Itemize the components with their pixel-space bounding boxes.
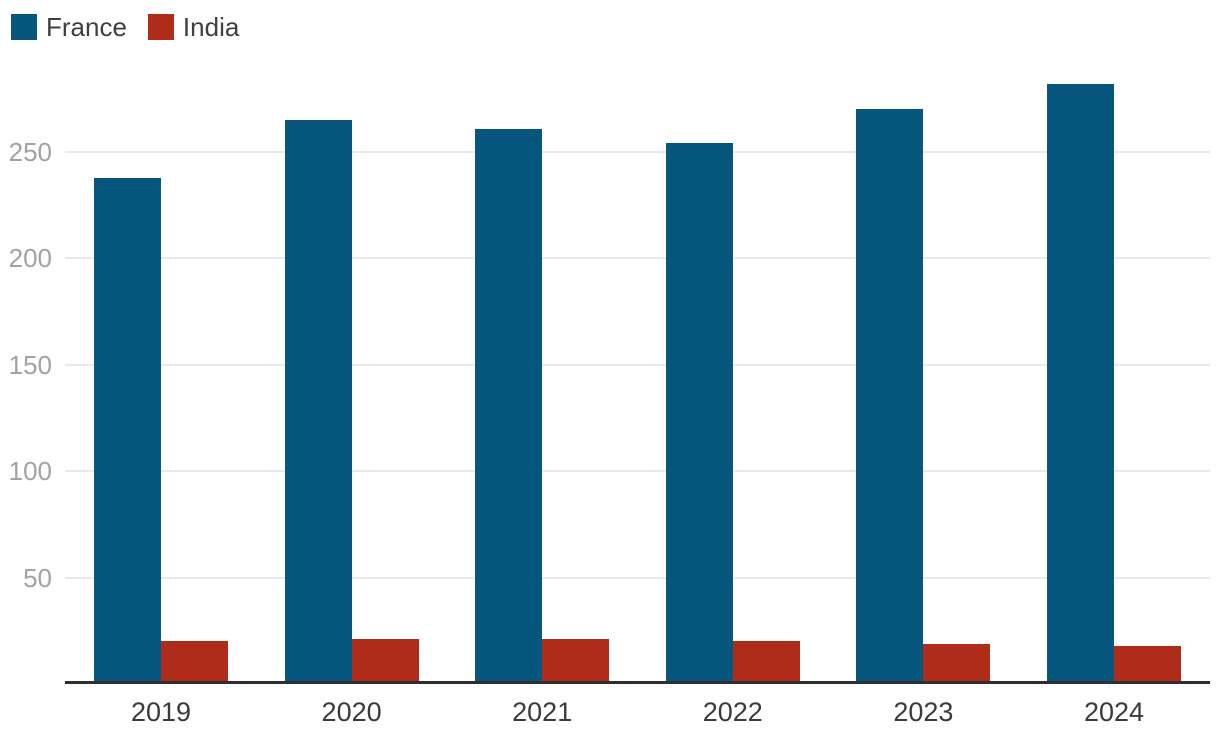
y-axis-label-150: 150 [8,349,52,380]
x-axis-label-2020: 2020 [321,697,382,727]
bar-france-2024 [1047,83,1114,684]
gridline-50 [65,576,1210,579]
x-axis-label-2019: 2019 [130,697,192,727]
legend-swatch-france [11,14,37,40]
bar-france-2021 [475,128,543,684]
gridline-150 [65,363,1210,366]
gridline-200 [65,257,1210,260]
gridline-100 [65,470,1210,473]
bar-france-2019 [94,177,161,684]
bar-india-2019 [161,641,228,684]
gridline-250 [65,151,1210,153]
legend-item-france: France [11,13,127,41]
bar-india-2020 [351,639,419,684]
x-axis-label-2021: 2021 [512,697,573,727]
legend-label: India [182,12,240,42]
y-axis-label-200: 200 [8,243,52,274]
y-axis-label-50: 50 [23,562,52,593]
y-axis-label-250: 250 [8,137,52,167]
x-axis-label-2024: 2024 [1083,697,1145,727]
bar-india-2021 [542,639,610,684]
bar-india-2022 [732,641,800,684]
bar-india-2023 [923,643,991,684]
x-axis-label-2023: 2023 [893,697,954,727]
legend: France India [11,13,239,41]
x-axis-line [65,681,1210,684]
bar-india-2024 [1114,645,1181,684]
y-axis-label-100: 100 [8,456,52,487]
bar-france-2023 [856,109,924,684]
bar-france-2022 [665,143,733,684]
x-axis-label-2022: 2022 [702,697,763,727]
legend-label: France [46,12,127,42]
bar-france-2020 [284,120,352,684]
legend-swatch-india [147,14,174,40]
legend-item-india: India [147,12,240,42]
